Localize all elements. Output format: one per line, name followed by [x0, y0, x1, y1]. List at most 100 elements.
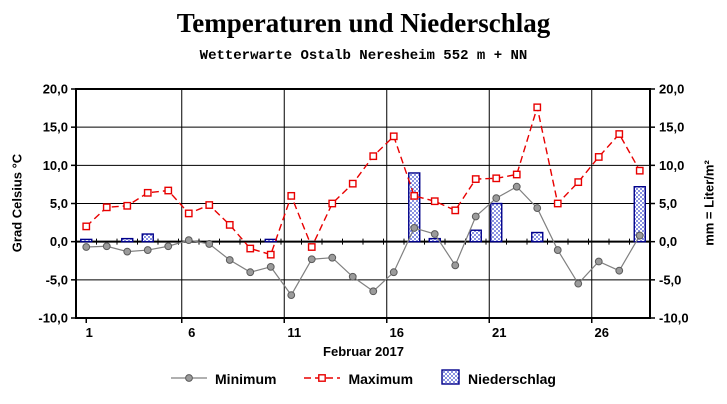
maximum-point-day-12 — [307, 243, 316, 251]
legend-item-minimum: Minimum — [171, 371, 276, 387]
precip-bar-day-23 — [531, 231, 544, 243]
x-tick-label: 16 — [390, 325, 404, 340]
legend-item-maximum: Maximum — [304, 371, 413, 387]
x-tick-label: 1 — [86, 325, 93, 340]
axis-tick-labels: 20,0 20,0 15,0 15,0 10,0 10,0 5,0 5,0 0,0 0,0 -5,0… — [38, 82, 688, 341]
minimum-point-day-9 — [246, 268, 255, 277]
minimum-point-day-19 — [451, 261, 460, 270]
minimum-point-day-16 — [389, 268, 398, 277]
x-tick-label: 11 — [287, 325, 301, 340]
x-axis-title: Februar 2017 — [323, 344, 404, 359]
maximum-point-day-28 — [635, 166, 644, 175]
y-tick-label-left: -10,0 — [38, 311, 68, 326]
legend-max-marker — [318, 373, 327, 382]
maximum-point-day-1 — [82, 222, 91, 231]
maximum-point-day-9 — [246, 244, 255, 253]
minimum-line — [86, 185, 641, 297]
maximum-point-day-27 — [615, 130, 624, 138]
maximum-point-day-3 — [123, 201, 132, 210]
minimum-point-day-20 — [471, 212, 480, 221]
precip-bar-day-18 — [428, 237, 441, 243]
minimum-point-day-12 — [307, 255, 316, 264]
y-tick-label-right: 5,0 — [659, 196, 677, 211]
zero-line-day-ticks — [96, 238, 630, 245]
x-tick-label: 21 — [492, 325, 506, 340]
maximum-point-day-25 — [574, 178, 583, 187]
minimum-point-day-26 — [594, 257, 603, 266]
minimum-point-day-27 — [615, 266, 624, 275]
y-tick-label-left: 20,0 — [43, 82, 68, 97]
legend: Minimum Maximum Niederschlag — [0, 369, 727, 388]
precip-bar-day-4 — [141, 233, 154, 243]
maximum-line-marker-icon — [304, 371, 341, 387]
y-axis-title-left: Grad Celsius °C — [9, 153, 25, 253]
precip-bar-day-17 — [408, 172, 421, 243]
maximum-point-day-22 — [512, 170, 521, 179]
axis-ticks — [71, 88, 655, 323]
maximum-point-day-14 — [348, 179, 357, 188]
minimum-point-day-25 — [574, 279, 583, 288]
minimum-point-day-13 — [328, 253, 337, 262]
maximum-point-day-16 — [389, 132, 398, 141]
precip-bar-day-28 — [633, 186, 646, 243]
legend-bar-swatch — [441, 369, 460, 385]
y-tick-label-left: 15,0 — [43, 120, 68, 135]
y-tick-label-left: 10,0 — [43, 158, 68, 173]
minimum-point-day-2 — [102, 242, 111, 251]
minimum-line-marker-icon — [171, 371, 208, 387]
minimum-point-day-22 — [512, 182, 521, 191]
maximum-line — [85, 104, 641, 256]
precip-bar-day-20 — [469, 229, 482, 243]
precip-bar-day-3 — [121, 237, 134, 243]
maximum-point-day-21 — [492, 174, 501, 183]
maximum-point-day-2 — [102, 203, 111, 212]
minimum-point-day-4 — [143, 246, 152, 254]
y-tick-label-right: -5,0 — [659, 272, 681, 287]
minimum-point-day-3 — [123, 247, 132, 256]
gridlines — [76, 89, 650, 318]
y-tick-label-right: 20,0 — [659, 82, 684, 97]
minimum-point-day-21 — [492, 194, 501, 203]
y-tick-label-right: 0,0 — [659, 234, 677, 249]
minimum-point-day-17 — [410, 224, 419, 232]
maximum-point-day-11 — [287, 191, 296, 200]
legend-min-marker — [185, 373, 193, 382]
minimum-point-day-6 — [184, 236, 193, 245]
maximum-point-day-5 — [164, 186, 173, 195]
maximum-point-day-26 — [594, 153, 603, 161]
maximum-point-day-6 — [184, 209, 193, 218]
minimum-point-day-11 — [287, 291, 296, 300]
y-axis-title-right: mm = Liter/m² — [701, 160, 717, 246]
y-tick-label-left: 5,0 — [50, 196, 68, 211]
y-tick-label-right: -10,0 — [659, 311, 689, 326]
y-tick-label-right: 15,0 — [659, 120, 684, 135]
minimum-point-day-23 — [533, 204, 542, 212]
maximum-point-day-20 — [471, 175, 480, 183]
minimum-point-day-8 — [225, 256, 234, 264]
precipitation-bars — [80, 172, 646, 243]
minimum-point-day-7 — [205, 240, 214, 248]
legend-label-minimum: Minimum — [215, 370, 277, 387]
maximum-point-day-13 — [328, 199, 337, 208]
legend-item-niederschlag: Niederschlag — [441, 369, 556, 388]
chart-subtitle: Wetterwarte Ostalb Neresheim 552 m + NN — [199, 48, 528, 64]
minimum-point-day-5 — [164, 242, 173, 251]
maximum-point-day-18 — [430, 197, 439, 206]
x-tick-label: 26 — [595, 325, 609, 340]
chart-title: Temperaturen und Niederschlag — [176, 8, 551, 38]
minimum-point-day-18 — [430, 230, 439, 238]
minimum-point-day-15 — [369, 287, 378, 296]
minimum-point-day-10 — [266, 262, 275, 271]
precip-bar-day-1 — [80, 238, 93, 243]
precipitation-swatch-icon — [441, 369, 460, 388]
maximum-point-day-15 — [369, 152, 378, 161]
maximum-point-day-23 — [533, 103, 542, 112]
y-tick-label-left: -5,0 — [46, 272, 68, 287]
y-tick-label-left: 0,0 — [50, 234, 68, 249]
maximum-point-day-4 — [143, 188, 152, 197]
x-tick-label: 6 — [188, 325, 195, 340]
maximum-point-day-7 — [205, 201, 214, 209]
maximum-point-day-8 — [225, 220, 234, 229]
minimum-point-day-1 — [82, 243, 91, 251]
